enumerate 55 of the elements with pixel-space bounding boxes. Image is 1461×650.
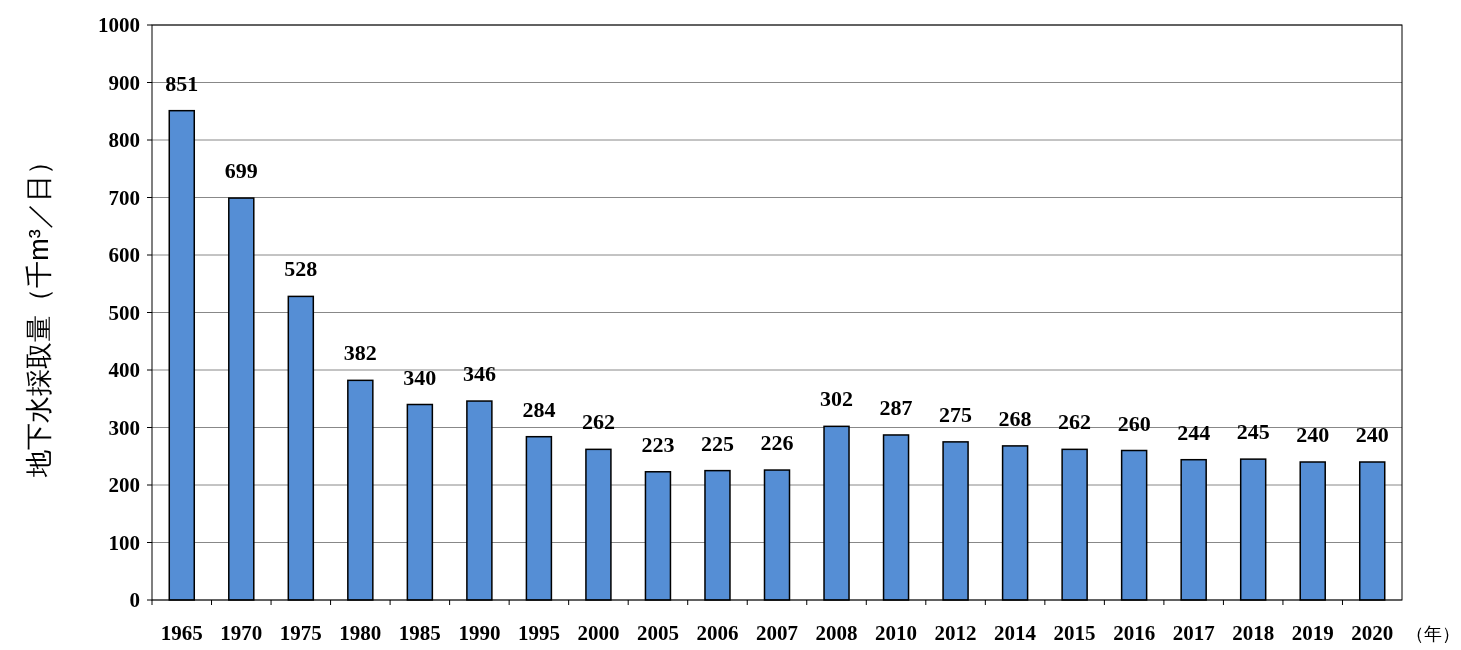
- y-tick-label: 300: [108, 415, 140, 440]
- x-tick-label: 2006: [696, 621, 739, 645]
- x-tick-label: 2017: [1172, 621, 1215, 645]
- data-label: 275: [939, 401, 973, 427]
- data-label: 340: [403, 364, 437, 390]
- data-label: 225: [700, 430, 734, 456]
- x-tick-label: 2012: [934, 621, 977, 645]
- data-label: 382: [343, 340, 377, 366]
- x-axis-title: （年）: [1406, 624, 1460, 644]
- data-label: 226: [760, 430, 794, 456]
- x-tick-label: 2018: [1232, 621, 1275, 645]
- data-label: 240: [1355, 422, 1389, 447]
- x-tick-label: 1980: [339, 621, 382, 645]
- data-label: 699: [224, 158, 258, 184]
- y-tick-label: 100: [108, 530, 140, 555]
- data-label: 240: [1296, 422, 1330, 447]
- data-label: 287: [879, 394, 913, 420]
- x-tick-label: 1990: [458, 621, 501, 645]
- data-label: 245: [1236, 419, 1270, 445]
- y-tick-label: 500: [108, 300, 140, 325]
- x-tick-label: 2007: [756, 621, 798, 645]
- x-tick-label: 2016: [1113, 621, 1156, 645]
- x-tick-label: 1965: [160, 621, 203, 645]
- x-tick-label: 2008: [815, 621, 858, 645]
- data-label: 223: [641, 431, 675, 457]
- x-tick-label: 2019: [1291, 621, 1334, 645]
- y-tick-label: 200: [108, 473, 140, 497]
- y-axis-title: 地下水採取量（千m³／日）: [24, 148, 54, 478]
- data-label: 260: [1117, 410, 1151, 436]
- data-label: 262: [581, 409, 615, 435]
- y-tick-label: 800: [108, 128, 140, 152]
- x-tick-label: 2015: [1053, 621, 1096, 645]
- data-label: 284: [522, 396, 556, 422]
- x-tick-label: 2020: [1351, 621, 1394, 645]
- x-tick-label: 2014: [994, 621, 1037, 645]
- x-tick-label: 1995: [517, 621, 560, 645]
- data-label: 268: [998, 405, 1032, 431]
- y-tick-label: 600: [108, 243, 140, 267]
- y-tick-label: 1000: [98, 13, 140, 37]
- data-label: 302: [820, 386, 854, 412]
- x-tick-label: 1975: [279, 621, 322, 645]
- y-tick-label: 400: [108, 358, 140, 382]
- data-label: 528: [284, 256, 318, 282]
- data-label: 851: [165, 70, 199, 96]
- x-tick-label: 1970: [220, 621, 263, 645]
- data-label: 244: [1177, 419, 1211, 445]
- data-label: 262: [1058, 409, 1092, 435]
- data-label: 346: [462, 361, 496, 387]
- y-tick-label: 0: [129, 588, 140, 612]
- x-tick-label: 1985: [398, 621, 441, 645]
- y-tick-label: 700: [108, 185, 140, 210]
- x-tick-label: 2000: [577, 621, 620, 645]
- x-tick-label: 2010: [875, 621, 918, 645]
- x-tick-label: 2005: [636, 621, 679, 645]
- y-tick-label: 900: [108, 70, 140, 95]
